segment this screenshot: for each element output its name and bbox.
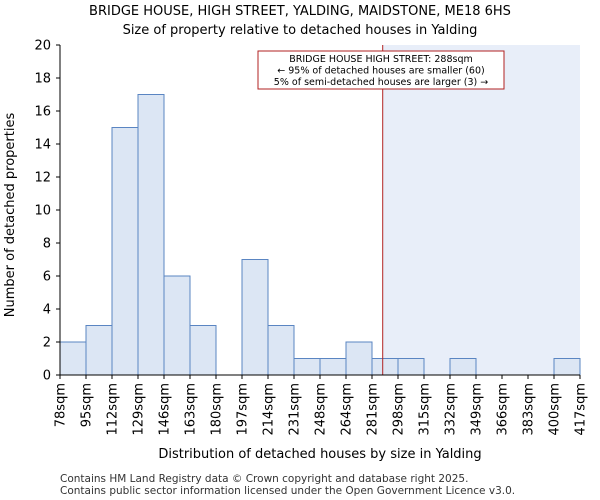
chart-subtitle: Size of property relative to detached ho… [123, 23, 478, 38]
y-tick-label: 16 [34, 105, 51, 120]
bar [267, 325, 295, 376]
y-tick-label: 6 [43, 270, 51, 285]
footer-line-2: Contains public sector information licen… [60, 485, 515, 497]
annotation-box: BRIDGE HOUSE HIGH STREET: 288sqm ← 95% o… [257, 50, 505, 90]
highlight-rect [382, 45, 580, 375]
x-tick-label: 366sqm [496, 383, 511, 436]
y-tick-label: 10 [34, 204, 51, 219]
x-tick-label: 197sqm [236, 383, 251, 436]
x-tick-label: 298sqm [392, 383, 407, 436]
bar [293, 358, 321, 376]
annotation-line-3: 5% of semi-detached houses are larger (3… [274, 77, 488, 88]
y-tick-label: 0 [43, 369, 51, 384]
x-tick-label: 281sqm [366, 383, 381, 436]
y-tick-label: 8 [43, 237, 51, 252]
y-ticks-group: 0 2 4 6 8 10 12 14 16 18 20 [34, 39, 60, 384]
x-tick-label: 112sqm [106, 383, 121, 436]
bar [137, 94, 165, 376]
annotation-line-1: BRIDGE HOUSE HIGH STREET: 288sqm [289, 54, 473, 65]
x-tick-label: 129sqm [132, 383, 147, 436]
bar [85, 325, 113, 376]
y-tick-label: 18 [34, 72, 51, 87]
y-tick-label: 14 [34, 138, 51, 153]
bar [397, 358, 425, 376]
x-tick-label: 95sqm [80, 383, 95, 427]
annotation-line-2: ← 95% of detached houses are smaller (60… [277, 66, 484, 77]
bar [553, 358, 581, 376]
highlight-region [382, 45, 580, 375]
bar [163, 275, 191, 376]
footer-line-1: Contains HM Land Registry data © Crown c… [60, 473, 468, 485]
bar [345, 341, 373, 376]
bar [59, 341, 87, 376]
x-tick-label: 78sqm [54, 383, 69, 427]
x-tick-label: 248sqm [314, 383, 329, 436]
x-ticks-group: 78sqm 95sqm 112sqm 129sqm 146sqm 163sqm 180sqm… [54, 375, 589, 436]
x-tick-label: 315sqm [418, 383, 433, 436]
x-axis-label: Distribution of detached houses by size … [158, 447, 481, 462]
annotation-frame [257, 50, 505, 90]
y-tick-label: 4 [43, 303, 51, 318]
x-tick-label: 400sqm [548, 383, 563, 436]
y-tick-label: 20 [34, 39, 51, 54]
x-tick-label: 417sqm [574, 383, 589, 436]
x-tick-label: 349sqm [470, 383, 485, 436]
bar [371, 358, 399, 376]
y-tick-label: 2 [43, 336, 51, 351]
x-tick-label: 146sqm [158, 383, 173, 436]
x-tick-label: 163sqm [184, 383, 199, 436]
x-tick-label: 264sqm [340, 383, 355, 436]
x-tick-label: 332sqm [444, 383, 459, 436]
chart-title: BRIDGE HOUSE, HIGH STREET, YALDING, MAID… [89, 4, 511, 19]
bar [449, 358, 477, 376]
bars-group [59, 94, 581, 376]
bar [241, 259, 269, 376]
x-tick-label: 214sqm [262, 383, 277, 436]
bar [189, 325, 217, 376]
x-tick-label: 383sqm [522, 383, 537, 436]
y-tick-label: 12 [34, 171, 51, 186]
y-axis-label: Number of detached properties [3, 113, 18, 318]
x-tick-label: 231sqm [288, 383, 303, 436]
x-tick-label: 180sqm [210, 383, 225, 436]
bar [319, 358, 347, 376]
bar [111, 127, 139, 376]
